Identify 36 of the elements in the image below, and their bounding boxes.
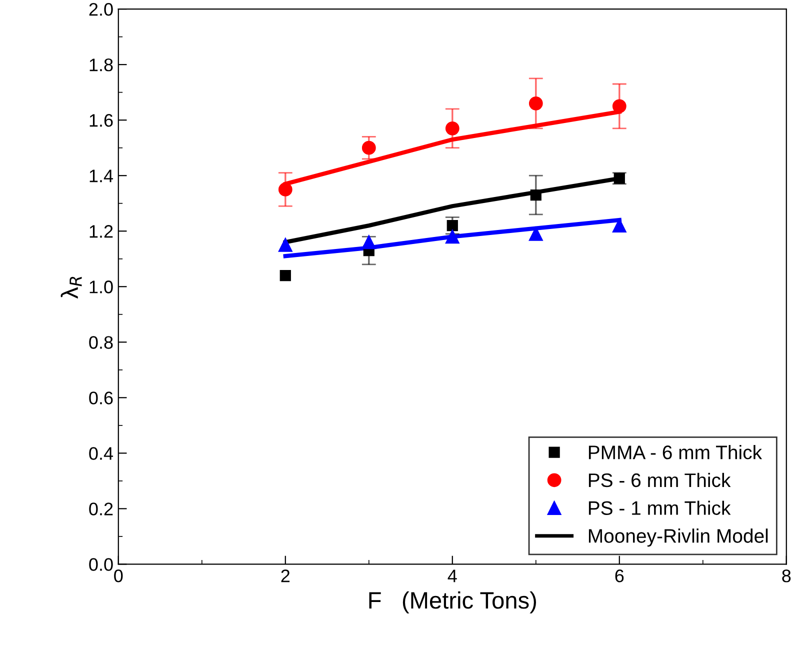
point xyxy=(612,99,626,114)
point xyxy=(528,96,543,110)
point xyxy=(278,182,292,196)
y-axis-title: λ$_{R}$ xyxy=(60,276,82,299)
point xyxy=(280,270,291,282)
point xyxy=(362,235,376,250)
y-tick-label: 1.8 xyxy=(90,58,113,72)
point xyxy=(362,140,376,155)
point xyxy=(612,218,626,232)
y-tick-label: 0.4 xyxy=(89,447,114,460)
y-tick-label: 0.0 xyxy=(89,558,113,571)
point xyxy=(445,230,460,244)
x-tick-label: 0 xyxy=(114,570,123,582)
y-tick-label: 0.8 xyxy=(89,336,113,349)
point xyxy=(614,172,625,184)
legend-label: PMMA - 6 mm Thick xyxy=(588,445,762,460)
x-tick-label: 8 xyxy=(782,570,791,582)
x-tick-label: 4 xyxy=(448,570,457,582)
legend-label: PS - 6 mm Thick xyxy=(588,472,731,488)
y-tick-label: 1.6 xyxy=(90,114,113,127)
y-tick-label: 1.2 xyxy=(90,225,113,238)
y-tick-label: 1.4 xyxy=(90,170,114,182)
y-tick-label: 0.2 xyxy=(89,502,113,516)
x-axis-title: F (Metric Tons) xyxy=(369,591,536,614)
point xyxy=(446,220,458,232)
legend-label: PS - 1 mm Thick xyxy=(588,500,731,515)
point xyxy=(530,189,542,201)
point xyxy=(445,121,460,136)
y-tick-label: 0.6 xyxy=(89,392,113,404)
x-tick-label: 2 xyxy=(281,570,290,582)
legend-label: Mooney-Rivlin Model xyxy=(588,528,768,547)
point xyxy=(278,238,292,252)
point xyxy=(528,226,543,241)
y-tick-label: 2.0 xyxy=(89,2,113,16)
x-tick-label: 6 xyxy=(615,570,624,582)
y-tick-label: 1.0 xyxy=(90,280,113,294)
